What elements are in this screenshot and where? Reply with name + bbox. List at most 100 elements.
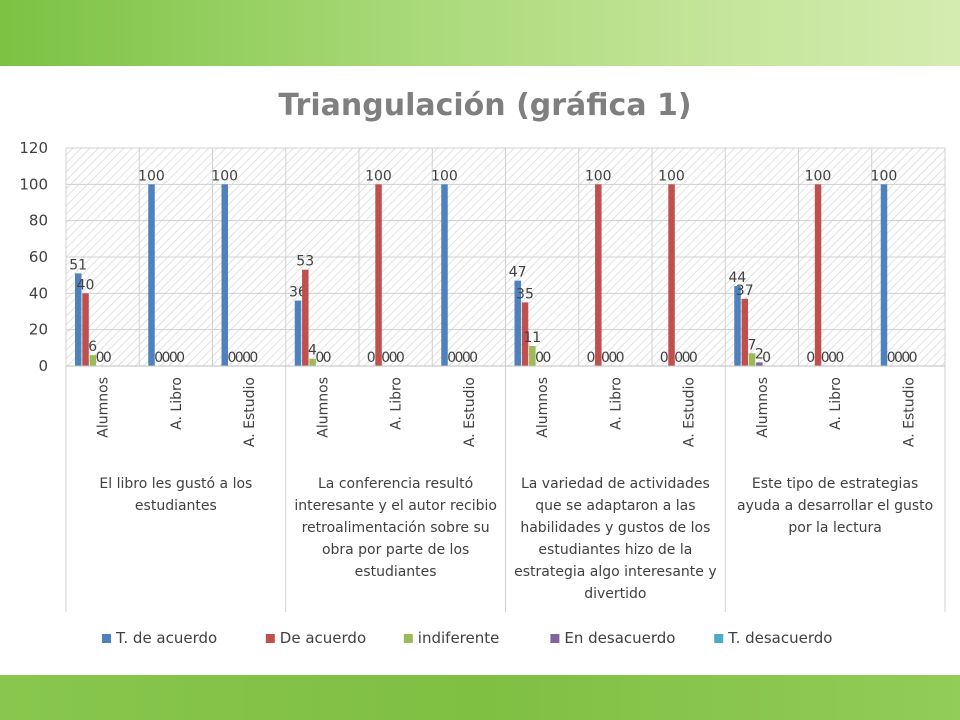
data-label: 0 bbox=[689, 350, 698, 366]
x-category-label: A. Estudio bbox=[242, 377, 258, 447]
data-label: 100 bbox=[138, 168, 165, 184]
legend-label: T. de acuerdo bbox=[115, 629, 217, 647]
legend-swatch bbox=[265, 634, 275, 643]
legend-label: De acuerdo bbox=[280, 629, 366, 647]
bar bbox=[75, 273, 82, 366]
bar bbox=[89, 355, 97, 366]
data-label: 0 bbox=[381, 350, 390, 366]
y-tick-label: 100 bbox=[19, 175, 48, 193]
bar bbox=[756, 362, 763, 366]
bar bbox=[514, 280, 521, 366]
data-label: 0 bbox=[227, 350, 236, 366]
x-category-label: A. Libro bbox=[169, 377, 185, 430]
data-label: 0 bbox=[828, 350, 837, 366]
data-label: 53 bbox=[296, 254, 314, 270]
legend-label: indiferente bbox=[418, 629, 500, 647]
data-label: 0 bbox=[389, 350, 398, 366]
bar bbox=[309, 358, 316, 366]
data-label: 0 bbox=[396, 350, 405, 366]
data-label: 0 bbox=[169, 350, 178, 366]
data-label: 0 bbox=[176, 350, 185, 366]
data-label: 7 bbox=[748, 337, 757, 353]
data-label: 100 bbox=[805, 168, 832, 184]
data-label: 0 bbox=[894, 350, 903, 366]
data-label: 0 bbox=[154, 350, 163, 366]
x-category-label: A. Estudio bbox=[682, 377, 698, 447]
x-category-label: Alumnos bbox=[535, 377, 551, 438]
legend-swatch bbox=[714, 634, 724, 643]
data-label: 100 bbox=[585, 168, 612, 184]
data-label: 100 bbox=[658, 168, 685, 184]
y-tick-label: 40 bbox=[29, 284, 48, 302]
data-label: 0 bbox=[535, 350, 544, 366]
data-label: 0 bbox=[235, 350, 244, 366]
data-label: 0 bbox=[242, 350, 251, 366]
bar bbox=[748, 353, 756, 366]
data-label: 0 bbox=[674, 350, 683, 366]
y-tick-label: 80 bbox=[29, 212, 48, 230]
x-category-label: A. Libro bbox=[608, 377, 624, 430]
bar bbox=[814, 184, 822, 366]
x-category-label: A. Estudio bbox=[462, 377, 478, 447]
y-tick-label: 20 bbox=[29, 321, 48, 339]
bar bbox=[595, 184, 602, 366]
bar bbox=[529, 346, 536, 366]
data-label: 0 bbox=[682, 350, 691, 366]
data-label: 0 bbox=[323, 350, 332, 366]
data-label: 6 bbox=[88, 339, 97, 355]
bar bbox=[521, 302, 529, 366]
data-label: 0 bbox=[608, 350, 617, 366]
data-label: 0 bbox=[909, 350, 918, 366]
group-label: Este tipo de estrategias ayuda a desarro… bbox=[737, 476, 934, 536]
slide-top-band bbox=[0, 0, 960, 66]
data-label: 100 bbox=[365, 168, 392, 184]
data-label: 11 bbox=[523, 330, 541, 346]
bar bbox=[375, 184, 382, 366]
x-category-label: A. Libro bbox=[389, 377, 405, 430]
data-label: 0 bbox=[542, 350, 551, 366]
data-label: 0 bbox=[901, 350, 910, 366]
data-label: 0 bbox=[462, 350, 471, 366]
legend-label: En desacuerdo bbox=[564, 629, 675, 647]
data-label: 0 bbox=[762, 350, 771, 366]
data-label: 0 bbox=[601, 350, 610, 366]
x-category-label: Alumnos bbox=[755, 377, 771, 438]
data-label: 100 bbox=[871, 168, 898, 184]
data-label: 51 bbox=[69, 257, 87, 273]
data-label: 0 bbox=[835, 350, 844, 366]
data-label: 35 bbox=[516, 286, 534, 302]
data-label: 0 bbox=[447, 350, 456, 366]
legend-label: T. desacuerdo bbox=[727, 629, 832, 647]
data-label: 44 bbox=[728, 270, 746, 286]
bar bbox=[741, 298, 749, 366]
data-label: 4 bbox=[308, 343, 317, 359]
legend-swatch bbox=[403, 634, 413, 643]
data-label: 2 bbox=[755, 346, 764, 362]
data-label: 0 bbox=[586, 350, 595, 366]
x-category-label: A. Estudio bbox=[901, 377, 917, 447]
data-label: 0 bbox=[96, 350, 105, 366]
data-label: 37 bbox=[736, 283, 754, 299]
bar bbox=[734, 286, 741, 366]
bar bbox=[294, 300, 302, 366]
bar bbox=[221, 184, 228, 366]
data-label: 0 bbox=[367, 350, 376, 366]
data-label: 0 bbox=[821, 350, 830, 366]
data-label: 100 bbox=[431, 168, 458, 184]
data-label: 0 bbox=[249, 350, 258, 366]
chart-title: Triangulación (gráfica 1) bbox=[278, 88, 691, 123]
data-label: 0 bbox=[887, 350, 896, 366]
x-category-label: Alumnos bbox=[96, 377, 112, 438]
data-label: 0 bbox=[103, 350, 112, 366]
y-tick-label: 120 bbox=[19, 139, 48, 157]
data-label: 0 bbox=[660, 350, 669, 366]
group-label: El libro les gustó a los estudiantes bbox=[99, 476, 253, 514]
bar bbox=[880, 184, 888, 366]
bar bbox=[668, 184, 675, 366]
x-category-label: A. Libro bbox=[828, 377, 844, 430]
data-label: 0 bbox=[806, 350, 815, 366]
legend-swatch bbox=[102, 634, 111, 643]
bar bbox=[441, 184, 448, 366]
data-label: 100 bbox=[211, 168, 238, 184]
group-label: La variedad de actividades que se adapta… bbox=[514, 476, 717, 602]
